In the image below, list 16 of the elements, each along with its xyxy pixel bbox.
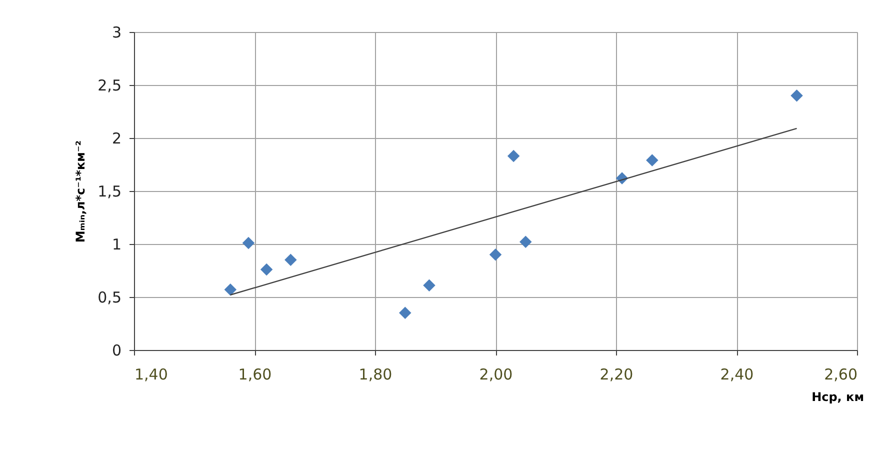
x-tick-label: 2,40 — [720, 366, 754, 384]
y-tick-label: 2,5 — [98, 76, 122, 94]
y-tick-label: 1 — [112, 236, 122, 254]
x-tick-label: 2,20 — [600, 366, 634, 384]
y-tick-label: 0 — [112, 342, 122, 360]
x-tick-label: 2,60 — [824, 366, 858, 384]
x-tick-label: 1,40 — [134, 366, 168, 384]
y-tick-label: 0,5 — [98, 288, 122, 306]
x-axis-title: Hср, км — [812, 390, 864, 404]
y-tick-label: 3 — [112, 24, 122, 42]
y-tick-label: 2 — [112, 130, 122, 148]
x-tick-label: 2,00 — [479, 366, 513, 384]
y-tick-label: 1,5 — [98, 182, 122, 200]
x-tick-label: 1,80 — [358, 366, 392, 384]
y-axis-title: Mₘᵢₙ,л*с⁻¹*км⁻² — [74, 140, 88, 243]
x-tick-label: 1,60 — [238, 366, 272, 384]
